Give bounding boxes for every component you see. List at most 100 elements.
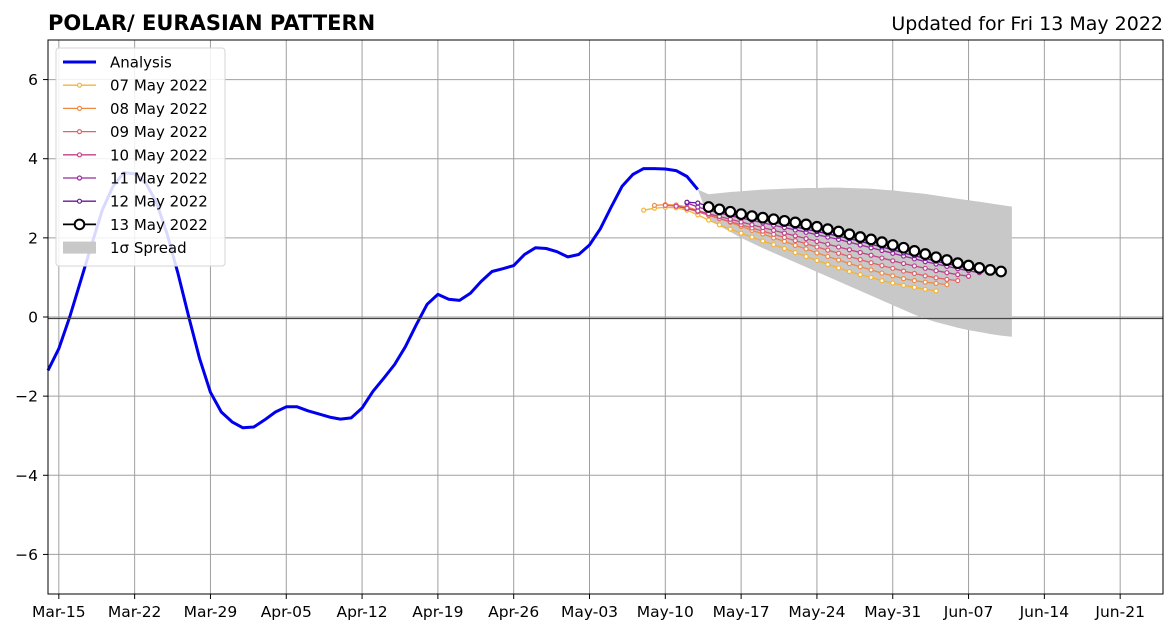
forecast-point (716, 222, 723, 228)
forecast-point (811, 220, 823, 233)
forecast-point (944, 270, 950, 276)
forecast-point (662, 202, 668, 209)
forecast-point (746, 210, 758, 222)
forecast-point (879, 262, 885, 269)
forecast-point (944, 276, 950, 283)
forecast-point (800, 218, 812, 231)
forecast-point (890, 273, 896, 279)
forecast-line (643, 206, 937, 292)
x-tick-label: May-24 (788, 603, 845, 621)
y-tick-label: −4 (15, 467, 38, 485)
series-group (46, 167, 1007, 430)
forecast-point (890, 258, 896, 264)
chart-subtitle: Updated for Fri 13 May 2022 (891, 13, 1163, 35)
forecast-line (675, 205, 969, 277)
forecast-point (727, 226, 733, 232)
forecast-point (879, 255, 885, 261)
legend: Analysis 07 May 2022 08 May 2022 09 May 202… (55, 47, 226, 267)
forecast-point (814, 257, 820, 264)
forecast-point (962, 259, 975, 272)
forecast-point (919, 248, 932, 260)
forecast-point (825, 253, 831, 260)
forecast-point (922, 286, 928, 292)
forecast-point (771, 227, 777, 233)
forecast-point (922, 273, 928, 279)
chart-title: POLAR/ EURASIAN PATTERN (48, 11, 375, 35)
forecast-point (973, 262, 986, 274)
y-tick-label: −6 (15, 546, 38, 564)
forecast-point (933, 268, 939, 274)
forecast-point (792, 238, 798, 244)
forecast-point (803, 236, 809, 242)
forecast-point (684, 205, 690, 211)
y-tick-label: 4 (28, 150, 38, 168)
forecast-point (857, 264, 863, 270)
legend-handle-marker (73, 218, 86, 231)
legend-box (55, 47, 226, 267)
forecast-line (686, 202, 980, 274)
forecast-point (767, 213, 780, 226)
y-tick-label: −2 (15, 388, 38, 406)
forecast-point (930, 251, 942, 264)
forecast-point (868, 274, 874, 281)
x-tick-label: Mar-29 (184, 603, 238, 621)
forecast-point (760, 224, 766, 231)
y-tick-label: 6 (28, 71, 38, 89)
plot-frame (47, 39, 1164, 595)
x-tick-label: Apr-05 (261, 603, 312, 621)
forecast-point (900, 268, 907, 274)
legend-handle-marker (76, 129, 83, 135)
legend-handle-spread (63, 241, 96, 254)
forecast-point (825, 247, 831, 253)
forecast-point (749, 222, 755, 228)
forecast-point (933, 275, 939, 281)
forecast-point (984, 264, 997, 276)
x-tick-label: Apr-19 (412, 603, 463, 621)
forecast-point (738, 230, 744, 236)
forecast-point (713, 203, 726, 216)
legend-label: 09 May 2022 (110, 123, 208, 141)
forecast-point (792, 249, 798, 256)
legend-label: 1σ Spread (110, 239, 187, 257)
forecast-point (890, 265, 896, 271)
legend-label: 11 May 2022 (110, 170, 208, 188)
x-tick-label: Jun-21 (1094, 603, 1145, 621)
forecast-point (702, 201, 715, 213)
forecast-point (868, 267, 874, 273)
forecast-point (641, 207, 647, 213)
forecast-point (789, 216, 802, 229)
x-tick-label: May-03 (561, 603, 618, 621)
forecast-point (876, 236, 888, 249)
forecast-point (673, 203, 679, 209)
forecast-point (651, 202, 658, 209)
forecast-point (835, 250, 842, 256)
forecast-point (965, 273, 972, 279)
legend-label: 08 May 2022 (110, 100, 208, 118)
forecast-point (944, 281, 950, 288)
forecast-point (792, 242, 798, 248)
legend-handle-marker (76, 152, 83, 158)
x-tick-label: Mar-22 (108, 603, 162, 621)
forecast-point (900, 276, 907, 282)
forecast-point (756, 211, 769, 224)
forecast-point (900, 282, 907, 288)
forecast-point (857, 257, 863, 263)
x-tick-label: Mar-15 (32, 603, 86, 621)
forecast-point (781, 230, 788, 236)
forecast-point (803, 253, 809, 260)
forecast-point (886, 239, 899, 251)
forecast-point (868, 252, 874, 258)
legend-label: 13 May 2022 (110, 216, 208, 234)
forecast-point (835, 244, 842, 250)
forecast-point (846, 253, 853, 260)
x-tick-label: May-17 (713, 603, 770, 621)
forecast-point (749, 234, 755, 240)
forecast-series (702, 201, 1007, 278)
legend-label: 07 May 2022 (110, 77, 208, 95)
forecast-point (846, 260, 853, 267)
forecast-point (832, 225, 845, 238)
forecast-point (684, 199, 690, 205)
forecast-point (846, 268, 853, 275)
